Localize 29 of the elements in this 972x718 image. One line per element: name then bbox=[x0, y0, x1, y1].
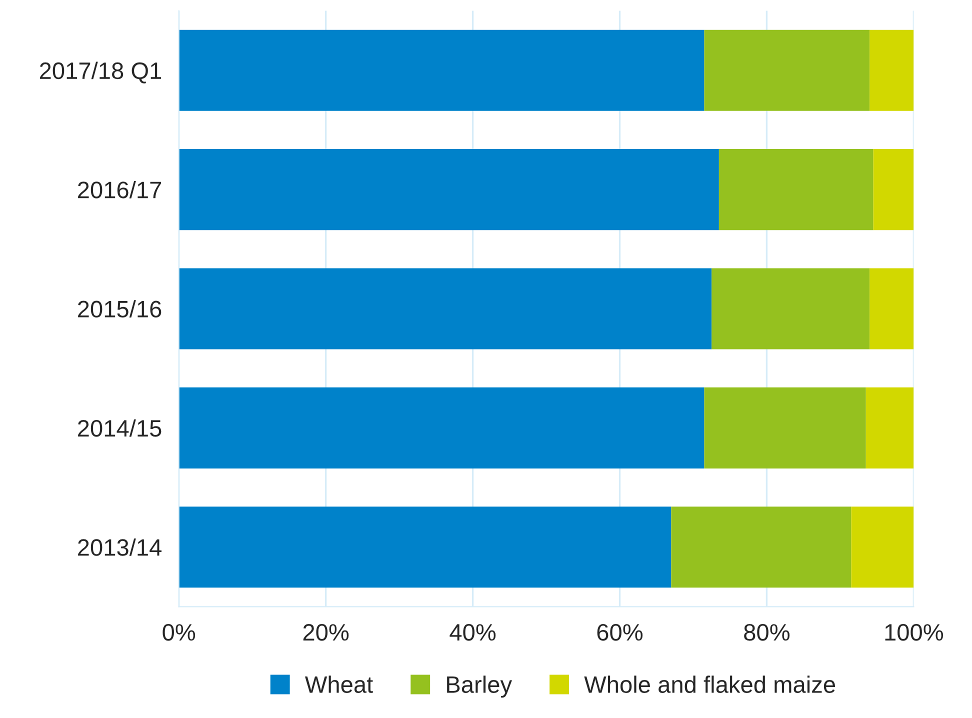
legend-label: Wheat bbox=[304, 676, 373, 693]
bar bbox=[704, 30, 870, 111]
bar bbox=[870, 30, 914, 111]
x-tick-label: 80% bbox=[744, 624, 790, 641]
bar bbox=[873, 149, 914, 230]
y-tick-label: 2014/15 bbox=[78, 419, 162, 437]
bar bbox=[851, 506, 914, 588]
bar bbox=[712, 268, 870, 350]
y-tick-label: 2017/18 Q1 bbox=[40, 62, 162, 84]
bar bbox=[178, 506, 672, 588]
legend-label: Whole and flaked maize bbox=[584, 676, 836, 693]
x-tick-label: 100% bbox=[885, 624, 944, 641]
x-tick-label: 20% bbox=[303, 624, 349, 641]
bar bbox=[178, 268, 712, 350]
y-tick-label: 2013/14 bbox=[78, 538, 162, 556]
bar bbox=[866, 387, 914, 468]
bar bbox=[718, 149, 874, 230]
legend-label: Barley bbox=[447, 676, 512, 698]
x-tick-label: 0% bbox=[162, 624, 196, 641]
bar bbox=[671, 506, 852, 588]
bar bbox=[704, 387, 866, 468]
bar bbox=[870, 268, 914, 350]
y-tick-label: 2016/17 bbox=[78, 180, 162, 198]
y-tick-label: 2015/16 bbox=[78, 300, 162, 318]
bar bbox=[178, 30, 704, 111]
x-tick-label: 60% bbox=[597, 624, 643, 641]
x-tick-label: 40% bbox=[450, 624, 496, 641]
bar bbox=[178, 149, 719, 230]
bar bbox=[178, 387, 704, 468]
